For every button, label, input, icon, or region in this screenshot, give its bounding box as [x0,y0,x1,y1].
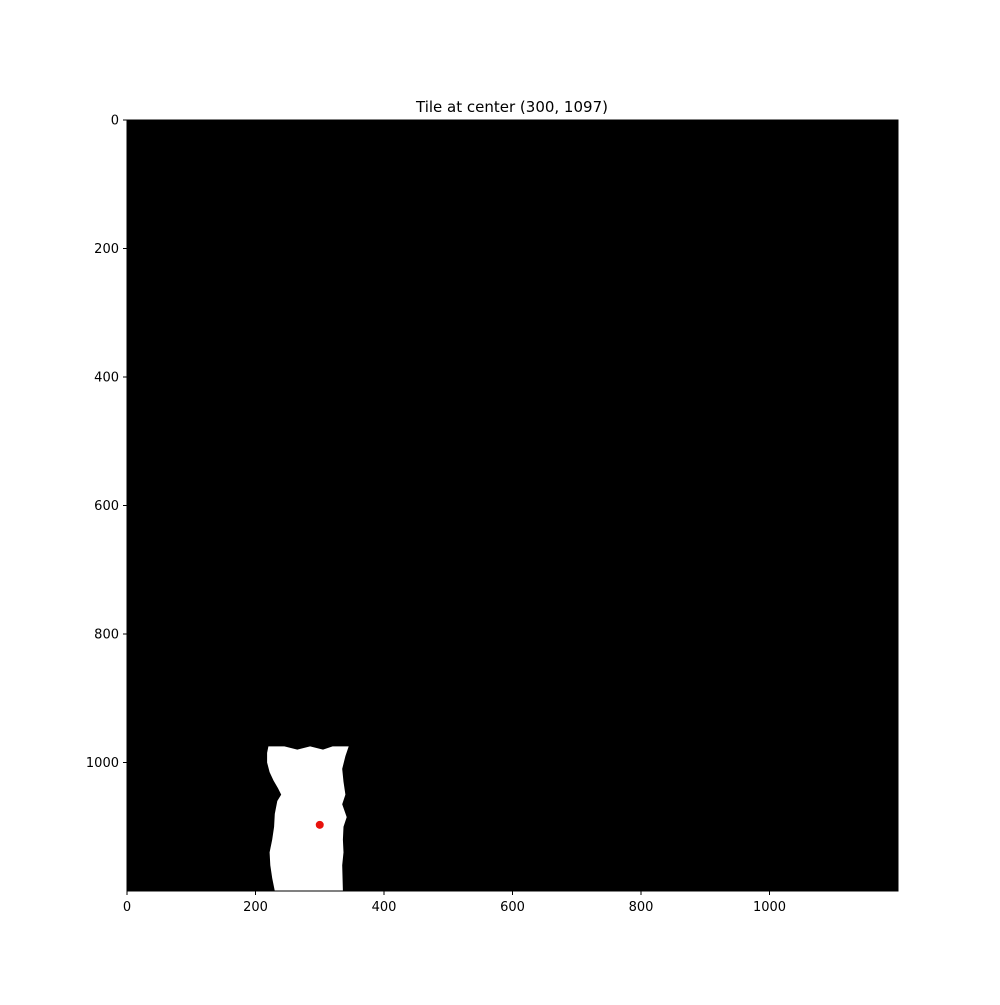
y-axis: 0 200 400 600 800 1000 [86,114,127,771]
y-tick-label: 1000 [86,756,119,771]
x-tick-label: 0 [123,900,131,915]
y-tick-label: 200 [94,242,119,257]
center-marker [315,820,324,829]
x-tick-label: 600 [500,900,525,915]
x-tick-label: 400 [372,900,397,915]
y-tick-label: 0 [111,114,119,129]
x-axis: 0 200 400 600 800 1000 [123,891,786,915]
y-tick-label: 800 [94,628,119,643]
x-tick-label: 200 [243,900,268,915]
x-tick-label: 800 [629,900,654,915]
y-tick-label: 400 [94,371,119,386]
image-layer [127,120,898,891]
x-tick-label: 1000 [753,900,786,915]
mask-region [267,746,349,891]
image-background [127,120,898,891]
y-tick-label: 600 [94,499,119,514]
chart-title: Tile at center (300, 1097) [415,98,608,116]
